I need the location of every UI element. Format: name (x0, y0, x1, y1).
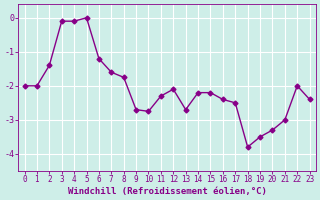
X-axis label: Windchill (Refroidissement éolien,°C): Windchill (Refroidissement éolien,°C) (68, 187, 267, 196)
